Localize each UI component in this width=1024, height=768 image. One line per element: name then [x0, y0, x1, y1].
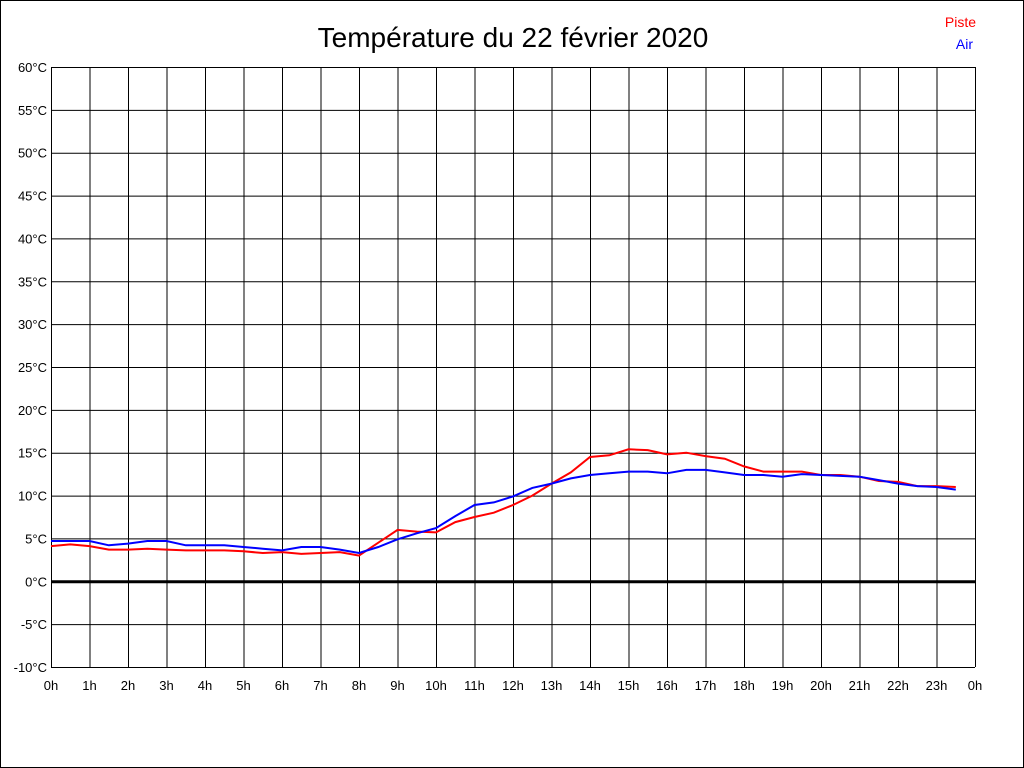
y-tick-label: 40°C	[18, 231, 47, 246]
y-tick-label: 45°C	[18, 189, 47, 204]
y-tick-label: 5°C	[25, 531, 47, 546]
y-tick-label: 20°C	[18, 403, 47, 418]
x-tick-label: 22h	[887, 678, 909, 693]
y-tick-label: 50°C	[18, 146, 47, 161]
x-tick-label: 8h	[352, 678, 366, 693]
y-tick-label: -10°C	[14, 660, 47, 675]
x-tick-label: 11h	[464, 678, 485, 693]
x-tick-label: 17h	[695, 678, 717, 693]
y-tick-label: 0°C	[25, 574, 47, 589]
y-tick-label: 55°C	[18, 103, 47, 118]
legend-entry-piste: Piste	[945, 14, 976, 30]
x-tick-label: 5h	[236, 678, 250, 693]
y-tick-label: 35°C	[18, 274, 47, 289]
x-tick-label: 3h	[159, 678, 173, 693]
y-tick-label: -5°C	[21, 617, 47, 632]
x-tick-label: 2h	[121, 678, 135, 693]
y-tick-label: 10°C	[18, 489, 47, 504]
x-tick-label: 10h	[425, 678, 447, 693]
x-tick-label: 20h	[810, 678, 832, 693]
x-tick-label: 16h	[656, 678, 678, 693]
x-tick-label: 7h	[313, 678, 327, 693]
x-tick-label: 0h	[968, 678, 982, 693]
series-line-piste	[50, 448, 956, 557]
legend-entry-air: Air	[956, 36, 973, 52]
y-tick-label: 25°C	[18, 360, 47, 375]
x-tick-label: 23h	[926, 678, 948, 693]
y-tick-label: 60°C	[18, 60, 47, 75]
x-tick-label: 6h	[275, 678, 289, 693]
series-line-air	[51, 468, 956, 555]
x-tick-label: 14h	[579, 678, 601, 693]
x-tick-label: 1h	[82, 678, 96, 693]
x-tick-label: 0h	[44, 678, 58, 693]
x-tick-label: 4h	[198, 678, 212, 693]
y-tick-label: 30°C	[18, 317, 47, 332]
legend: Piste Air	[945, 14, 976, 52]
y-tick-label: 15°C	[18, 446, 47, 461]
chart-title: Température du 22 février 2020	[318, 22, 709, 53]
x-tick-label: 13h	[541, 678, 563, 693]
x-tick-label: 21h	[849, 678, 871, 693]
x-tick-label: 12h	[502, 678, 524, 693]
x-tick-label: 19h	[772, 678, 794, 693]
x-tick-label: 18h	[733, 678, 755, 693]
x-tick-label: 9h	[390, 678, 404, 693]
x-tick-label: 15h	[618, 678, 640, 693]
